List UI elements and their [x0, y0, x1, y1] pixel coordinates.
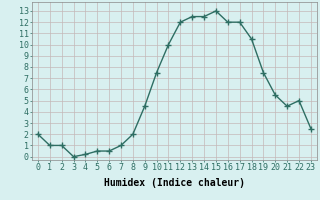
X-axis label: Humidex (Indice chaleur): Humidex (Indice chaleur) [104, 178, 245, 188]
